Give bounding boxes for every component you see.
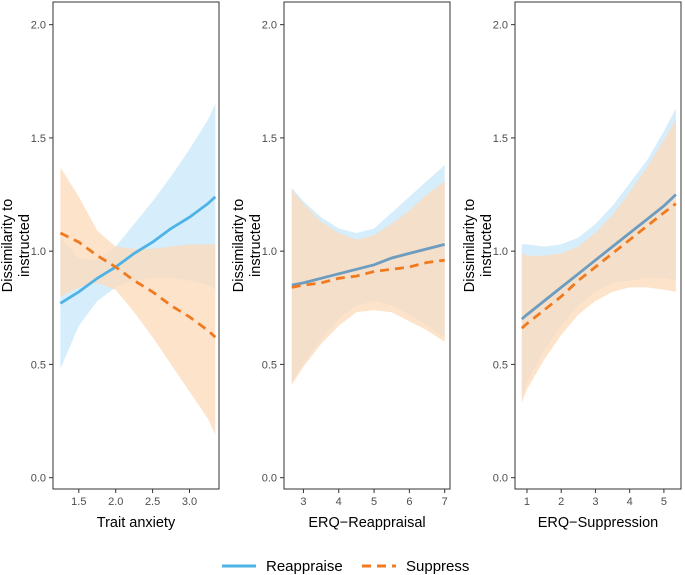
panel-border bbox=[283, 1, 451, 490]
y-tick-label: 1.0 bbox=[31, 246, 46, 258]
ci-band-reappraise bbox=[60, 103, 216, 369]
y-axis-title-line: Dissimilarity to bbox=[462, 199, 478, 292]
legend: Reappraise Suppress bbox=[222, 558, 469, 575]
y-tick-label: 0.0 bbox=[493, 473, 508, 485]
fit-line-suppress bbox=[291, 258, 445, 289]
fit-line-reappraise bbox=[291, 243, 446, 287]
x-tick-label: 3 bbox=[592, 496, 598, 508]
y-tick-label: 0.0 bbox=[31, 473, 46, 485]
x-tick-label: 6 bbox=[406, 496, 412, 508]
fit-line-suppress bbox=[520, 202, 677, 330]
fit-line-reappraise bbox=[59, 195, 217, 305]
x-axis-title: ERQ−Suppression bbox=[538, 515, 659, 531]
y-tick-label: 1.5 bbox=[493, 133, 508, 145]
x-tick-label: 5 bbox=[371, 496, 377, 508]
x-tick-label: 2 bbox=[558, 496, 564, 508]
x-axis-title: ERQ−Reappraisal bbox=[308, 515, 425, 531]
panel-2: 0.0 0.5 1.0 1.5 2.0 3 4 5 6 7 ERQ−Reappraisal Dissi… bbox=[231, 1, 451, 531]
y-axis-title: Dissimilarity toinstructed bbox=[0, 199, 33, 292]
legend-label-reappraise: Reappraise bbox=[266, 558, 343, 575]
y-axis-title-line: Dissimilarity to bbox=[231, 199, 247, 292]
x-tick-label: 3 bbox=[300, 496, 306, 508]
y-tick-label: 0.5 bbox=[262, 359, 277, 371]
panel-border bbox=[52, 1, 220, 490]
x-tick-label: 4 bbox=[336, 496, 342, 508]
y-axis-title-line: instructed bbox=[17, 214, 33, 277]
ci-band-suppress bbox=[521, 119, 676, 403]
legend-label-suppress: Suppress bbox=[406, 558, 469, 575]
x-tick-label: 5 bbox=[661, 496, 667, 508]
ci-band-suppress bbox=[60, 167, 216, 435]
y-tick-label: 2.0 bbox=[493, 20, 508, 32]
y-axis-title-line: instructed bbox=[248, 214, 264, 277]
panel-1: 0.0 0.5 1.0 1.5 2.0 1.5 2.0 2.5 3.0 Trait anxiety… bbox=[0, 1, 220, 531]
y-tick-label: 0.0 bbox=[262, 473, 277, 485]
x-tick-label: 2.0 bbox=[108, 496, 123, 508]
ci-band-suppress bbox=[291, 180, 445, 385]
y-axis-title: Dissimilarity toinstructed bbox=[462, 199, 495, 292]
y-tick-label: 2.0 bbox=[262, 20, 277, 32]
y-axis-title-line: instructed bbox=[479, 214, 495, 277]
y-tick-label: 2.0 bbox=[31, 20, 46, 32]
x-tick-label: 1.5 bbox=[71, 496, 86, 508]
y-tick-label: 0.5 bbox=[31, 359, 46, 371]
y-axis-title-line: Dissimilarity to bbox=[0, 199, 16, 292]
x-tick-label: 1 bbox=[524, 496, 530, 508]
x-tick-label: 2.5 bbox=[145, 496, 160, 508]
y-tick-label: 1.5 bbox=[31, 133, 46, 145]
x-axis-title: Trait anxiety bbox=[97, 515, 176, 531]
panel-border bbox=[514, 1, 682, 490]
x-tick-label: 3.0 bbox=[182, 496, 197, 508]
x-tick-label: 7 bbox=[442, 496, 448, 508]
y-tick-label: 1.0 bbox=[493, 246, 508, 258]
x-tick-label: 4 bbox=[627, 496, 633, 508]
fit-line-reappraise bbox=[520, 193, 677, 321]
y-axis-title: Dissimilarity toinstructed bbox=[231, 199, 264, 292]
fit-line-suppress bbox=[59, 231, 217, 339]
chart-panels: 0.0 0.5 1.0 1.5 2.0 1.5 2.0 2.5 3.0 Trait anxiety… bbox=[0, 1, 682, 531]
y-tick-label: 0.5 bbox=[493, 359, 508, 371]
y-tick-label: 1.5 bbox=[262, 133, 277, 145]
y-tick-label: 1.0 bbox=[262, 246, 277, 258]
